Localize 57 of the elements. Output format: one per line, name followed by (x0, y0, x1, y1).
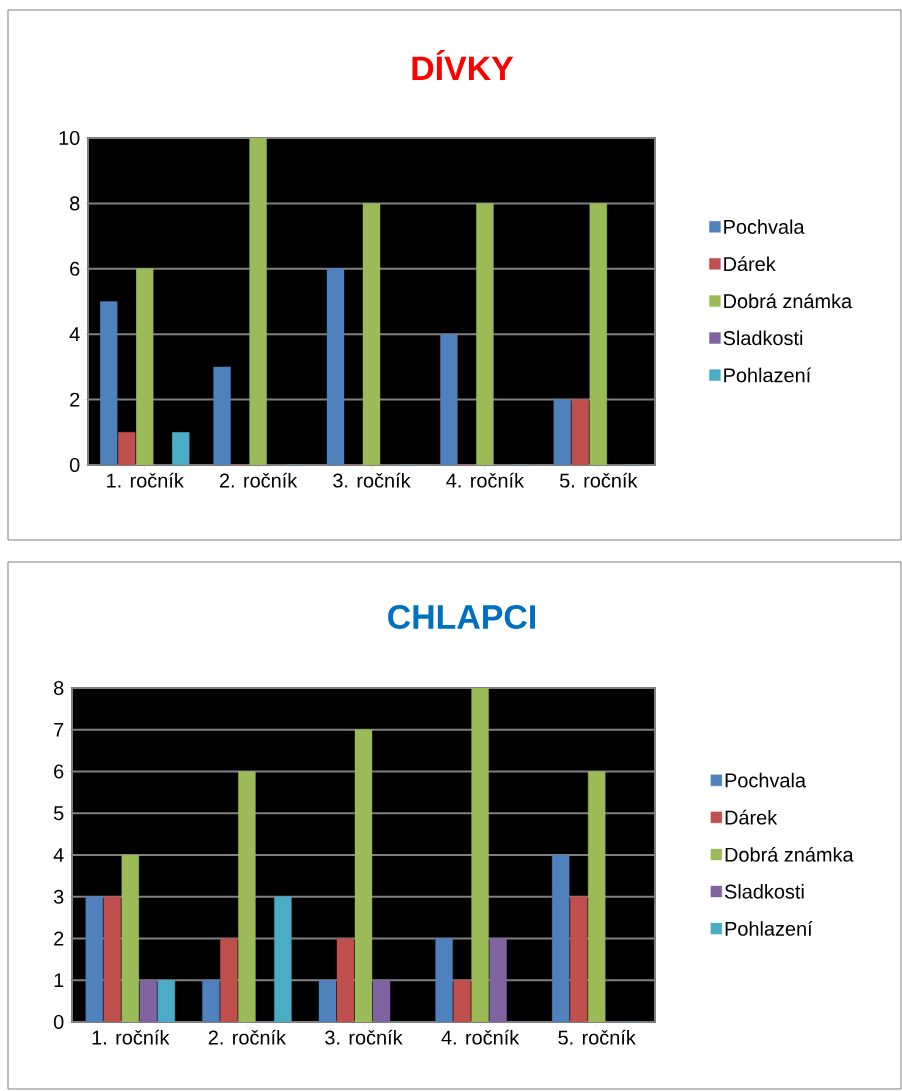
x-tick-label: 4. ročník (446, 472, 525, 488)
bar (588, 771, 606, 1022)
y-tick-label: 0 (69, 457, 80, 473)
legend-label: Pochvala (724, 219, 805, 234)
bar (103, 896, 121, 1022)
y-tick-label: 10 (59, 130, 80, 146)
legend-label: Dárek (725, 809, 778, 825)
y-tick-label: 4 (69, 327, 80, 342)
legend-label: Sladkosti (723, 330, 803, 346)
x-tick-label: 5. ročník (559, 472, 638, 488)
x-tick-label: 3. ročník (325, 1029, 403, 1045)
x-tick-label: 1. ročník (107, 472, 184, 488)
legend-label: Pohlazení (724, 367, 812, 383)
legend-label: Dobrá známka (725, 846, 854, 862)
bar (157, 980, 175, 1022)
bar (372, 980, 391, 1022)
legend-label: Sladkosti (724, 884, 804, 899)
bar (471, 688, 489, 1022)
legend-label: Pohlazení (725, 920, 813, 936)
bar (453, 980, 471, 1022)
x-tick-label: 2. ročník (208, 1029, 287, 1045)
bar (274, 896, 292, 1022)
y-tick-label: 2 (70, 392, 80, 407)
bar (139, 980, 157, 1022)
chart-title: DÍVKY (412, 49, 514, 81)
bar (238, 771, 256, 1022)
x-tick-label: 1. ročník (92, 1029, 170, 1045)
bar (202, 980, 220, 1022)
y-tick-label: 3 (53, 889, 64, 904)
bar (220, 938, 238, 1022)
y-tick-label: 4 (53, 848, 64, 862)
bar (552, 854, 570, 1022)
legend-label: Dárek (724, 256, 776, 272)
y-tick-label: 1 (54, 973, 64, 988)
legend-label: Pochvala (725, 772, 806, 788)
x-tick-label: 3. ročník (333, 472, 411, 488)
y-tick-label: 8 (54, 680, 64, 696)
y-tick-label: 6 (54, 764, 64, 779)
y-tick-label: 2 (54, 931, 64, 946)
x-tick-label: 2. ročník (219, 472, 298, 488)
legend-label: Dobrá známka (724, 293, 853, 309)
bar (435, 938, 453, 1022)
bar (336, 938, 355, 1022)
bar (354, 729, 373, 1022)
x-tick-label: 4. ročník (441, 1029, 520, 1045)
bar (570, 896, 588, 1022)
y-tick-label: 0 (53, 1014, 64, 1030)
y-tick-label: 6 (70, 261, 80, 276)
bar (85, 896, 103, 1022)
x-tick-label: 5. ročník (558, 1029, 636, 1045)
y-tick-label: 8 (70, 196, 80, 211)
y-tick-label: 7 (54, 722, 64, 737)
bar (489, 938, 507, 1022)
bar (318, 980, 337, 1022)
y-tick-label: 5 (53, 806, 64, 821)
chart-title: CHLAPCI (388, 605, 535, 629)
bar (121, 854, 139, 1022)
